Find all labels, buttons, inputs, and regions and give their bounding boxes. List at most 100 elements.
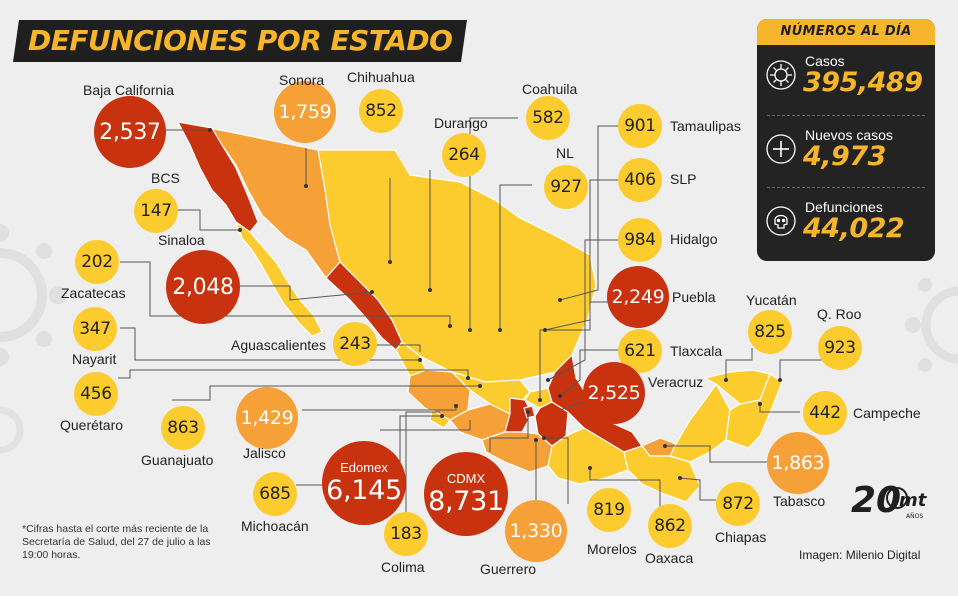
- state-value: 825: [754, 322, 786, 342]
- state-name: Chihuahua: [347, 69, 415, 85]
- state-name: Coahuila: [522, 81, 578, 97]
- state-value: 1,863: [771, 452, 825, 474]
- state-name: CDMX: [446, 471, 486, 486]
- stat-label: Casos: [805, 53, 845, 69]
- state-value: 1,330: [509, 520, 563, 542]
- state-value: 685: [259, 484, 291, 504]
- state-bubble: 923: [818, 326, 862, 370]
- state-value: 863: [167, 418, 199, 438]
- state-value: 456: [80, 384, 112, 404]
- state-bubble: 406: [618, 158, 662, 202]
- state-bubble: 456: [74, 372, 118, 416]
- state-name: Aguascalientes: [231, 337, 326, 353]
- state-bubble: 1,429: [236, 387, 298, 449]
- state-bubble: 2,525: [583, 362, 645, 424]
- stat-deaths: Defunciones 44,022: [757, 195, 935, 255]
- state-value: 582: [532, 108, 564, 128]
- state-name: Chiapas: [715, 529, 767, 545]
- state-bubble: CDMX 8,731: [424, 452, 508, 536]
- state-bubble: 984: [618, 218, 662, 262]
- skull-icon: [766, 206, 796, 236]
- state-bubble: 862: [648, 504, 692, 548]
- stat-value: 44,022: [803, 213, 905, 244]
- state-value: 2,249: [611, 286, 665, 308]
- background-virus-icon: [0, 406, 24, 454]
- state-bubble: 819: [587, 488, 631, 532]
- state-bubble: 147: [134, 189, 178, 233]
- state-name: NL: [556, 145, 574, 161]
- footnote: *Cifras hasta el corte más reciente de l…: [22, 523, 211, 561]
- state-bubble: 872: [716, 482, 760, 526]
- state-value: 1,759: [278, 101, 332, 123]
- state-bubble: 685: [253, 472, 297, 516]
- stat-value: 395,489: [803, 67, 923, 98]
- map-region-campeche: [669, 383, 731, 463]
- leader-lines: [118, 117, 841, 520]
- stat-label: Defunciones: [805, 199, 883, 215]
- state-name: Zacatecas: [61, 285, 126, 301]
- state-name: Querétaro: [60, 417, 124, 433]
- state-bubble: 243: [333, 322, 377, 366]
- state-name: Sonora: [279, 72, 325, 88]
- state-value: 621: [624, 341, 656, 361]
- state-bubble: 1,863: [767, 432, 829, 494]
- state-name: Q. Roo: [817, 306, 862, 322]
- state-value: 202: [81, 252, 113, 272]
- state-value: 8,731: [428, 486, 504, 517]
- state-bubble: 825: [748, 310, 792, 354]
- state-bubble: 264: [442, 133, 486, 177]
- state-bubble: 927: [544, 165, 588, 209]
- state-name: Sinaloa: [158, 232, 205, 248]
- state-name: Oaxaca: [645, 550, 694, 566]
- state-value: 347: [79, 319, 111, 339]
- state-value: 243: [339, 334, 371, 354]
- map-region-qroo: [725, 373, 783, 449]
- state-bubble: 2,537: [94, 96, 166, 168]
- background-virus-icon: [0, 224, 67, 366]
- logo-sub: AÑOS: [906, 513, 923, 520]
- state-value: 2,048: [172, 274, 234, 300]
- state-bubble: 202: [75, 240, 119, 284]
- stat-label: Nuevos casos: [805, 127, 893, 143]
- page-title: DEFUNCIONES POR ESTADO: [28, 24, 453, 57]
- state-value: 872: [722, 494, 754, 514]
- state-bubble: 863: [161, 406, 205, 450]
- state-value: 2,537: [99, 119, 161, 145]
- state-bubble: Edomex 6,145: [322, 441, 406, 525]
- state-name: Edomex: [340, 460, 388, 475]
- stat-cases: Casos 395,489: [757, 49, 935, 109]
- state-name: Nayarit: [72, 351, 117, 367]
- state-bubble: 347: [73, 307, 117, 351]
- state-value: 852: [365, 101, 397, 121]
- map-region-sonora: [209, 127, 341, 279]
- state-name: SLP: [670, 171, 697, 187]
- state-bubble: 2,249: [607, 266, 669, 328]
- state-value: 6,145: [326, 475, 402, 506]
- panel-header: NÚMEROS AL DÍA: [757, 19, 935, 45]
- state-value: 264: [448, 145, 480, 165]
- state-bubble: 852: [359, 89, 403, 133]
- state-name: Jalisco: [243, 445, 286, 461]
- stat-new-cases: Nuevos casos 4,973: [757, 123, 935, 183]
- stat-value: 4,973: [803, 141, 886, 172]
- virus-icon: [766, 60, 796, 90]
- state-value: 442: [809, 403, 841, 423]
- logo-brand: mt: [899, 490, 928, 511]
- state-name: Yucatán: [746, 292, 797, 308]
- state-name: BCS: [151, 170, 180, 186]
- state-name: Veracruz: [648, 374, 704, 390]
- state-value: 901: [624, 116, 656, 136]
- state-name: Morelos: [587, 541, 637, 557]
- image-credit: Imagen: Milenio Digital: [799, 548, 921, 562]
- background-virus-icon: [905, 278, 958, 372]
- state-value: 862: [654, 516, 686, 536]
- state-name: Tabasco: [773, 493, 826, 509]
- state-value: 984: [624, 230, 656, 250]
- state-value: 183: [390, 524, 422, 544]
- state-name: Baja California: [83, 82, 175, 98]
- state-name: Tamaulipas: [670, 118, 741, 134]
- plus-icon: [766, 134, 796, 164]
- map-region-nayarit: [395, 341, 427, 377]
